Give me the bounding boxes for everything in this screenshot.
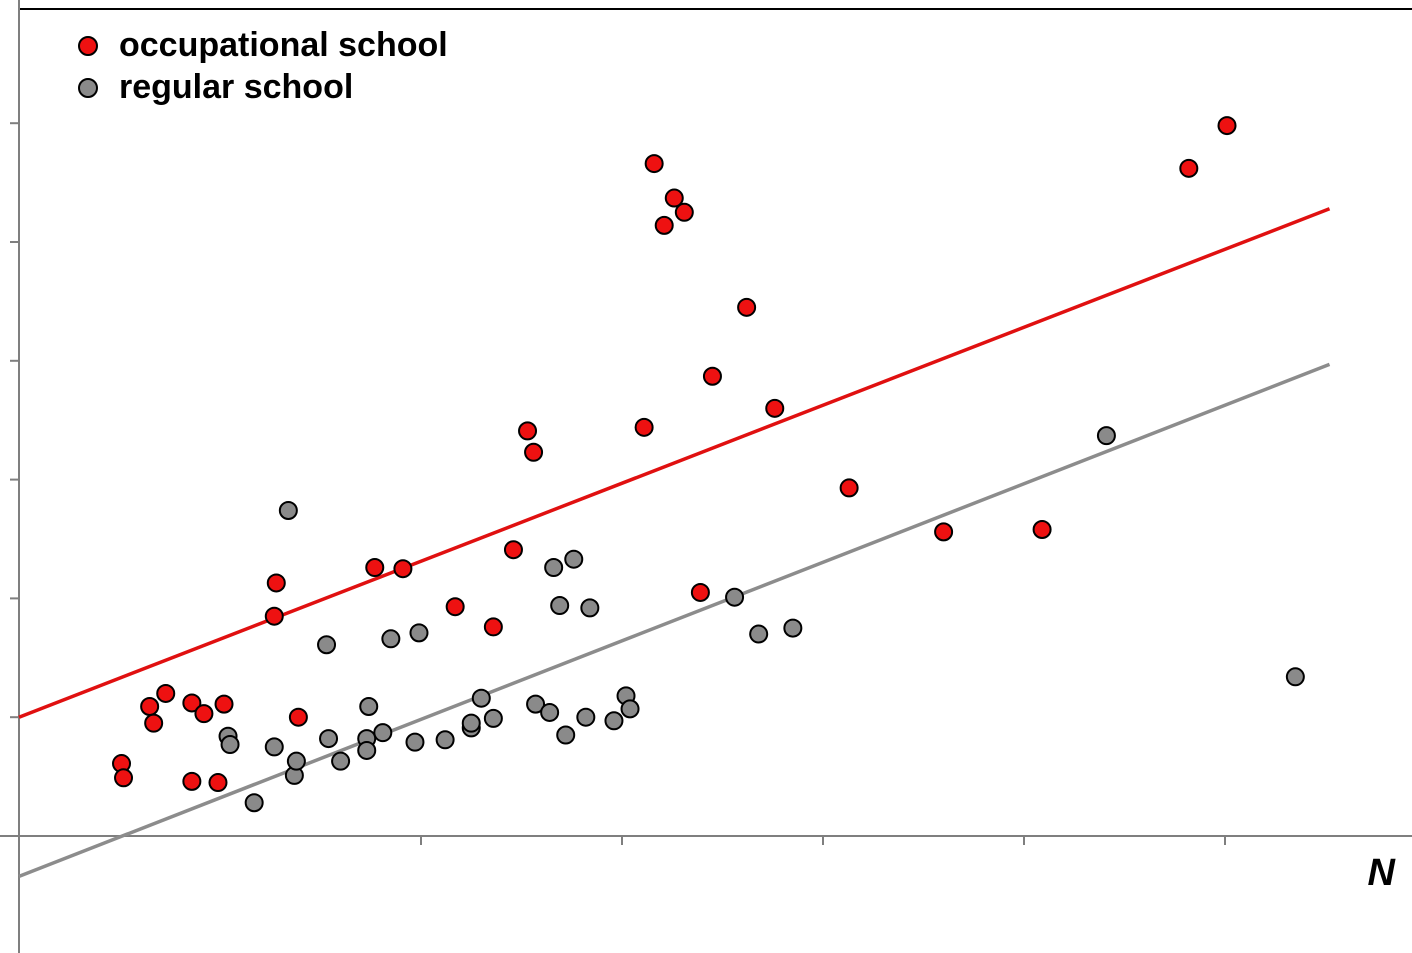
legend-marker-occupational bbox=[78, 36, 98, 56]
legend-label-regular: regular school bbox=[119, 68, 353, 106]
legend-item-regular: regular school bbox=[78, 68, 353, 106]
data-point-s0-2 bbox=[140, 697, 160, 717]
trendlines bbox=[18, 207, 1331, 879]
data-point-s1-15 bbox=[405, 732, 425, 752]
data-point-s0-20 bbox=[634, 417, 654, 437]
data-point-s0-6 bbox=[182, 771, 202, 791]
data-point-s0-22 bbox=[654, 215, 674, 235]
data-point-s0-17 bbox=[503, 540, 523, 560]
data-point-s0-24 bbox=[674, 202, 694, 222]
data-point-s0-28 bbox=[765, 398, 785, 418]
data-point-s0-26 bbox=[702, 366, 722, 386]
data-point-s0-18 bbox=[518, 421, 538, 441]
data-point-s0-13 bbox=[365, 558, 385, 578]
data-point-s1-9 bbox=[331, 751, 351, 771]
data-point-s0-19 bbox=[524, 442, 544, 462]
data-point-s0-11 bbox=[266, 573, 286, 593]
data-point-s1-3 bbox=[264, 737, 284, 757]
data-point-s1-30 bbox=[604, 711, 624, 731]
data-point-s0-31 bbox=[1032, 519, 1052, 539]
data-point-s1-27 bbox=[564, 549, 584, 569]
data-point-s1-12 bbox=[359, 697, 379, 717]
legend-item-occupational: occupational school bbox=[78, 26, 448, 64]
data-point-s0-25 bbox=[690, 582, 710, 602]
data-point-s0-7 bbox=[194, 704, 214, 724]
data-point-s1-13 bbox=[373, 723, 393, 743]
legend-marker-regular bbox=[78, 78, 98, 98]
data-point-s0-14 bbox=[393, 559, 413, 579]
data-point-s1-8 bbox=[319, 729, 339, 749]
data-point-s1-1 bbox=[220, 735, 240, 755]
data-point-s0-9 bbox=[214, 694, 234, 714]
legend: occupational school regular school bbox=[78, 26, 448, 106]
data-point-s0-1 bbox=[114, 768, 134, 788]
data-point-s0-5 bbox=[182, 693, 202, 713]
data-point-s1-37 bbox=[1285, 667, 1305, 687]
data-point-s0-30 bbox=[934, 522, 954, 542]
data-point-s1-24 bbox=[544, 558, 564, 578]
data-point-s0-33 bbox=[1217, 116, 1237, 136]
data-point-s0-8 bbox=[208, 773, 228, 793]
data-point-s1-28 bbox=[576, 707, 596, 727]
data-point-s1-33 bbox=[725, 587, 745, 607]
data-point-s1-22 bbox=[526, 694, 546, 714]
data-point-s1-26 bbox=[556, 725, 576, 745]
data-point-s1-21 bbox=[483, 708, 503, 728]
data-point-s1-6 bbox=[286, 751, 306, 771]
data-point-s1-16 bbox=[409, 623, 429, 643]
data-point-s0-15 bbox=[445, 597, 465, 617]
data-point-s1-14 bbox=[381, 629, 401, 649]
data-point-s0-21 bbox=[644, 154, 664, 174]
data-points bbox=[112, 116, 1305, 813]
data-point-s1-11 bbox=[357, 740, 377, 760]
trendline-series-0 bbox=[18, 207, 1331, 719]
data-point-s1-4 bbox=[278, 500, 298, 520]
data-point-s0-16 bbox=[483, 617, 503, 637]
data-point-s0-32 bbox=[1179, 158, 1199, 178]
data-point-s0-10 bbox=[264, 606, 284, 626]
data-point-s1-34 bbox=[749, 624, 769, 644]
data-point-s0-29 bbox=[839, 478, 859, 498]
data-point-s1-19 bbox=[461, 713, 481, 733]
trendline-series-1 bbox=[18, 362, 1331, 879]
data-point-s1-32 bbox=[620, 699, 640, 719]
data-point-s1-35 bbox=[783, 618, 803, 638]
data-point-s0-12 bbox=[288, 707, 308, 727]
data-point-s0-27 bbox=[737, 297, 757, 317]
data-point-s0-4 bbox=[156, 683, 176, 703]
plot-frame bbox=[18, 8, 1412, 953]
data-point-s1-17 bbox=[435, 730, 455, 750]
data-point-s1-20 bbox=[471, 688, 491, 708]
data-point-s0-3 bbox=[144, 713, 164, 733]
data-point-s1-7 bbox=[317, 635, 337, 655]
legend-label-occupational: occupational school bbox=[119, 26, 448, 64]
x-axis-label: N bbox=[1368, 852, 1397, 894]
data-point-s1-25 bbox=[550, 596, 570, 616]
data-point-s0-23 bbox=[664, 188, 684, 208]
data-point-s1-23 bbox=[540, 702, 560, 722]
data-point-s1-29 bbox=[580, 598, 600, 618]
data-point-s1-2 bbox=[244, 793, 264, 813]
data-point-s1-36 bbox=[1096, 426, 1116, 446]
